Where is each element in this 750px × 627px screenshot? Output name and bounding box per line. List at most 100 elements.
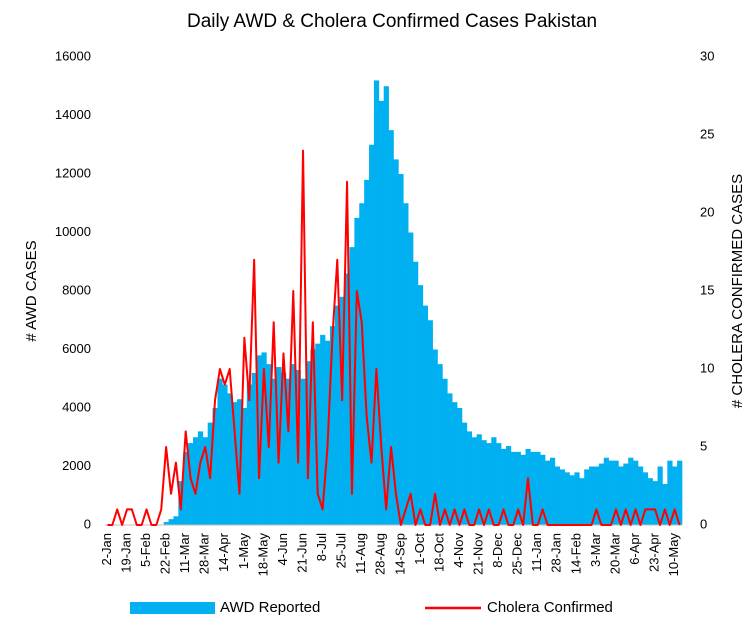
y-tick-label: 6000 (62, 341, 91, 356)
awd-bar (393, 159, 399, 525)
awd-bar (618, 466, 624, 525)
awd-bar (510, 451, 517, 525)
x-tick-label: 28-Jan (549, 533, 564, 573)
awd-bar (398, 174, 404, 525)
x-tick-label: 20-Mar (607, 532, 622, 574)
awd-bar (677, 460, 683, 525)
awd-bar (227, 393, 233, 525)
awd-bar (202, 437, 208, 525)
y2-tick-label: 15 (700, 282, 714, 297)
y2-tick-label: 20 (700, 204, 714, 219)
awd-bar (168, 519, 174, 525)
awd-bar (452, 402, 458, 525)
y-axis-title: # AWD CASES (23, 240, 40, 341)
awd-bar (442, 378, 448, 525)
awd-bar (481, 440, 487, 525)
y-tick-label: 10000 (55, 224, 91, 239)
awd-bar (603, 457, 609, 525)
awd-bar (559, 469, 565, 525)
y-tick-label: 0 (84, 516, 91, 531)
awd-bar (545, 460, 551, 525)
x-tick-label: 4-Jun (275, 533, 290, 566)
awd-bar (256, 355, 262, 525)
awd-bar (554, 466, 561, 525)
awd-bar (623, 463, 629, 525)
legend-label: AWD Reported (220, 599, 320, 616)
x-tick-label: 28-Mar (197, 532, 212, 574)
awd-bar (378, 100, 385, 525)
awd-bar (457, 408, 463, 525)
awd-bar (246, 384, 252, 525)
awd-bar (403, 203, 409, 525)
awd-bar (320, 334, 326, 525)
awd-bar (574, 472, 580, 525)
awd-bar (471, 437, 477, 525)
awd-bar (515, 451, 521, 525)
awd-bar (364, 179, 370, 525)
x-tick-label: 14-Apr (216, 532, 231, 572)
awd-bar (232, 402, 238, 525)
legend-swatch (130, 602, 215, 614)
y-tick-label: 4000 (62, 399, 91, 414)
awd-bar (373, 80, 380, 526)
legend-label: Cholera Confirmed (487, 599, 613, 616)
awd-bar (344, 273, 350, 525)
awd-bar (408, 232, 414, 525)
awd-bar (486, 443, 492, 525)
x-tick-label: 4-Nov (451, 533, 466, 568)
x-tick-label: 19-Jan (118, 533, 133, 573)
awd-bar (608, 460, 614, 525)
x-tick-label: 28-Aug (373, 533, 388, 575)
y2-tick-label: 5 (700, 438, 707, 453)
awd-bar (359, 203, 365, 525)
awd-bar (261, 352, 267, 525)
x-tick-label: 14-Feb (568, 533, 583, 574)
awd-bar (505, 446, 512, 525)
awd-bar (212, 408, 218, 525)
awd-bar (637, 466, 644, 525)
awd-bar (163, 522, 169, 525)
awd-bar (579, 478, 585, 525)
awd-bar (354, 217, 360, 525)
x-tick-label: 25-Jul (334, 533, 349, 569)
x-tick-label: 1-Oct (412, 533, 427, 565)
awd-bar (628, 457, 634, 525)
awd-bar (491, 437, 497, 525)
awd-bar (339, 296, 345, 525)
x-tick-label: 14-Sep (392, 533, 407, 575)
y2-axis-title: # CHOLERA CONFIRMED CASES (729, 174, 746, 408)
awd-bar (197, 431, 204, 525)
x-tick-label: 18-Oct (431, 533, 446, 572)
awd-bar (193, 437, 199, 525)
awd-bar (432, 349, 438, 525)
x-tick-label: 8-Jul (314, 533, 329, 561)
awd-bar (647, 478, 653, 525)
awd-bar (593, 466, 600, 525)
awd-bar (437, 364, 443, 525)
awd-bar (530, 451, 536, 525)
awd-bar (633, 460, 639, 525)
x-tick-label: 22-Feb (158, 533, 173, 574)
awd-bar (549, 457, 556, 525)
awd-bar (183, 451, 189, 525)
y-tick-label: 2000 (62, 458, 91, 473)
awd-bar (422, 305, 429, 525)
awd-bar (564, 472, 570, 525)
chart-title: Daily AWD & Cholera Confirmed Cases Paki… (187, 11, 597, 32)
awd-bar (188, 443, 194, 525)
awd-bar (315, 343, 321, 525)
y2-tick-label: 0 (700, 516, 707, 531)
awd-bar (501, 448, 507, 525)
awd-bar (496, 443, 502, 525)
awd-bar (217, 378, 223, 525)
x-tick-label: 23-Apr (647, 532, 662, 572)
awd-bar (271, 378, 277, 525)
awd-bar (241, 408, 248, 525)
y2-tick-label: 10 (700, 360, 714, 375)
awd-bar (173, 516, 179, 525)
y2-tick-label: 25 (700, 126, 714, 141)
awd-bar (652, 481, 658, 525)
x-tick-label: 11-Mar (177, 532, 192, 573)
awd-bar (598, 463, 605, 525)
